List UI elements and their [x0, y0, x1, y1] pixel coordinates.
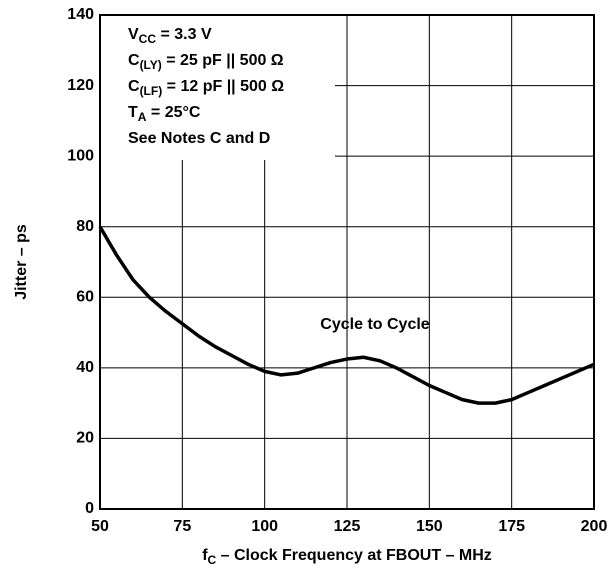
x-tick-label: 75: [173, 518, 191, 535]
y-tick-label: 20: [76, 430, 94, 447]
annotation-sub: A: [138, 110, 147, 124]
annotation: TA = 25°C: [128, 104, 201, 124]
x-axis-label-main: f: [202, 547, 208, 564]
annotation-rest: = 25°C: [146, 104, 200, 121]
x-axis-label-sub: C: [208, 553, 217, 567]
x-axis-label-rest: – Clock Frequency at FBOUT – MHz: [216, 547, 492, 564]
plot-frame: [99, 14, 595, 510]
annotation-sub: (LY): [140, 58, 162, 72]
y-tick-label: 60: [76, 289, 94, 306]
annotation: C(LY) = 25 pF || 500 Ω: [128, 52, 284, 72]
annotation: C(LF) = 12 pF || 500 Ω: [128, 78, 284, 98]
annotation-rest: = 25 pF || 500 Ω: [162, 52, 284, 69]
annotation-main: C: [128, 78, 140, 95]
x-tick-label: 200: [581, 518, 608, 535]
y-tick-label: 0: [85, 500, 94, 517]
x-tick-label: 175: [498, 518, 525, 535]
annotation: See Notes C and D: [128, 130, 270, 147]
annotation-rest: = 12 pF || 500 Ω: [162, 78, 284, 95]
y-tick-label: 120: [67, 77, 94, 94]
annotation-main: C: [128, 52, 140, 69]
data-line: [98, 225, 595, 405]
annotation-rest: = 3.3 V: [156, 26, 212, 43]
y-tick-label: 140: [67, 6, 94, 23]
annotation-main: T: [128, 104, 138, 121]
x-tick-label: 50: [91, 518, 109, 535]
annotation-sub: (LF): [140, 84, 163, 98]
x-tick-label: 125: [334, 518, 361, 535]
y-tick-label: 40: [76, 359, 94, 376]
y-tick-label: 80: [76, 218, 94, 235]
annotation-main: V: [128, 26, 139, 43]
annotation-main: See Notes C and D: [128, 130, 270, 147]
x-tick-label: 150: [416, 518, 443, 535]
x-tick-label: 100: [251, 518, 278, 535]
x-axis-label: fC – Clock Frequency at FBOUT – MHz: [202, 547, 492, 567]
annotation: VCC = 3.3 V: [128, 26, 212, 46]
series-label: Cycle to Cycle: [320, 316, 429, 333]
annotation-box: [101, 16, 335, 160]
y-axis-label: Jitter – ps: [13, 224, 30, 300]
y-tick-label: 100: [67, 147, 94, 164]
annotation-sub: CC: [139, 32, 157, 46]
